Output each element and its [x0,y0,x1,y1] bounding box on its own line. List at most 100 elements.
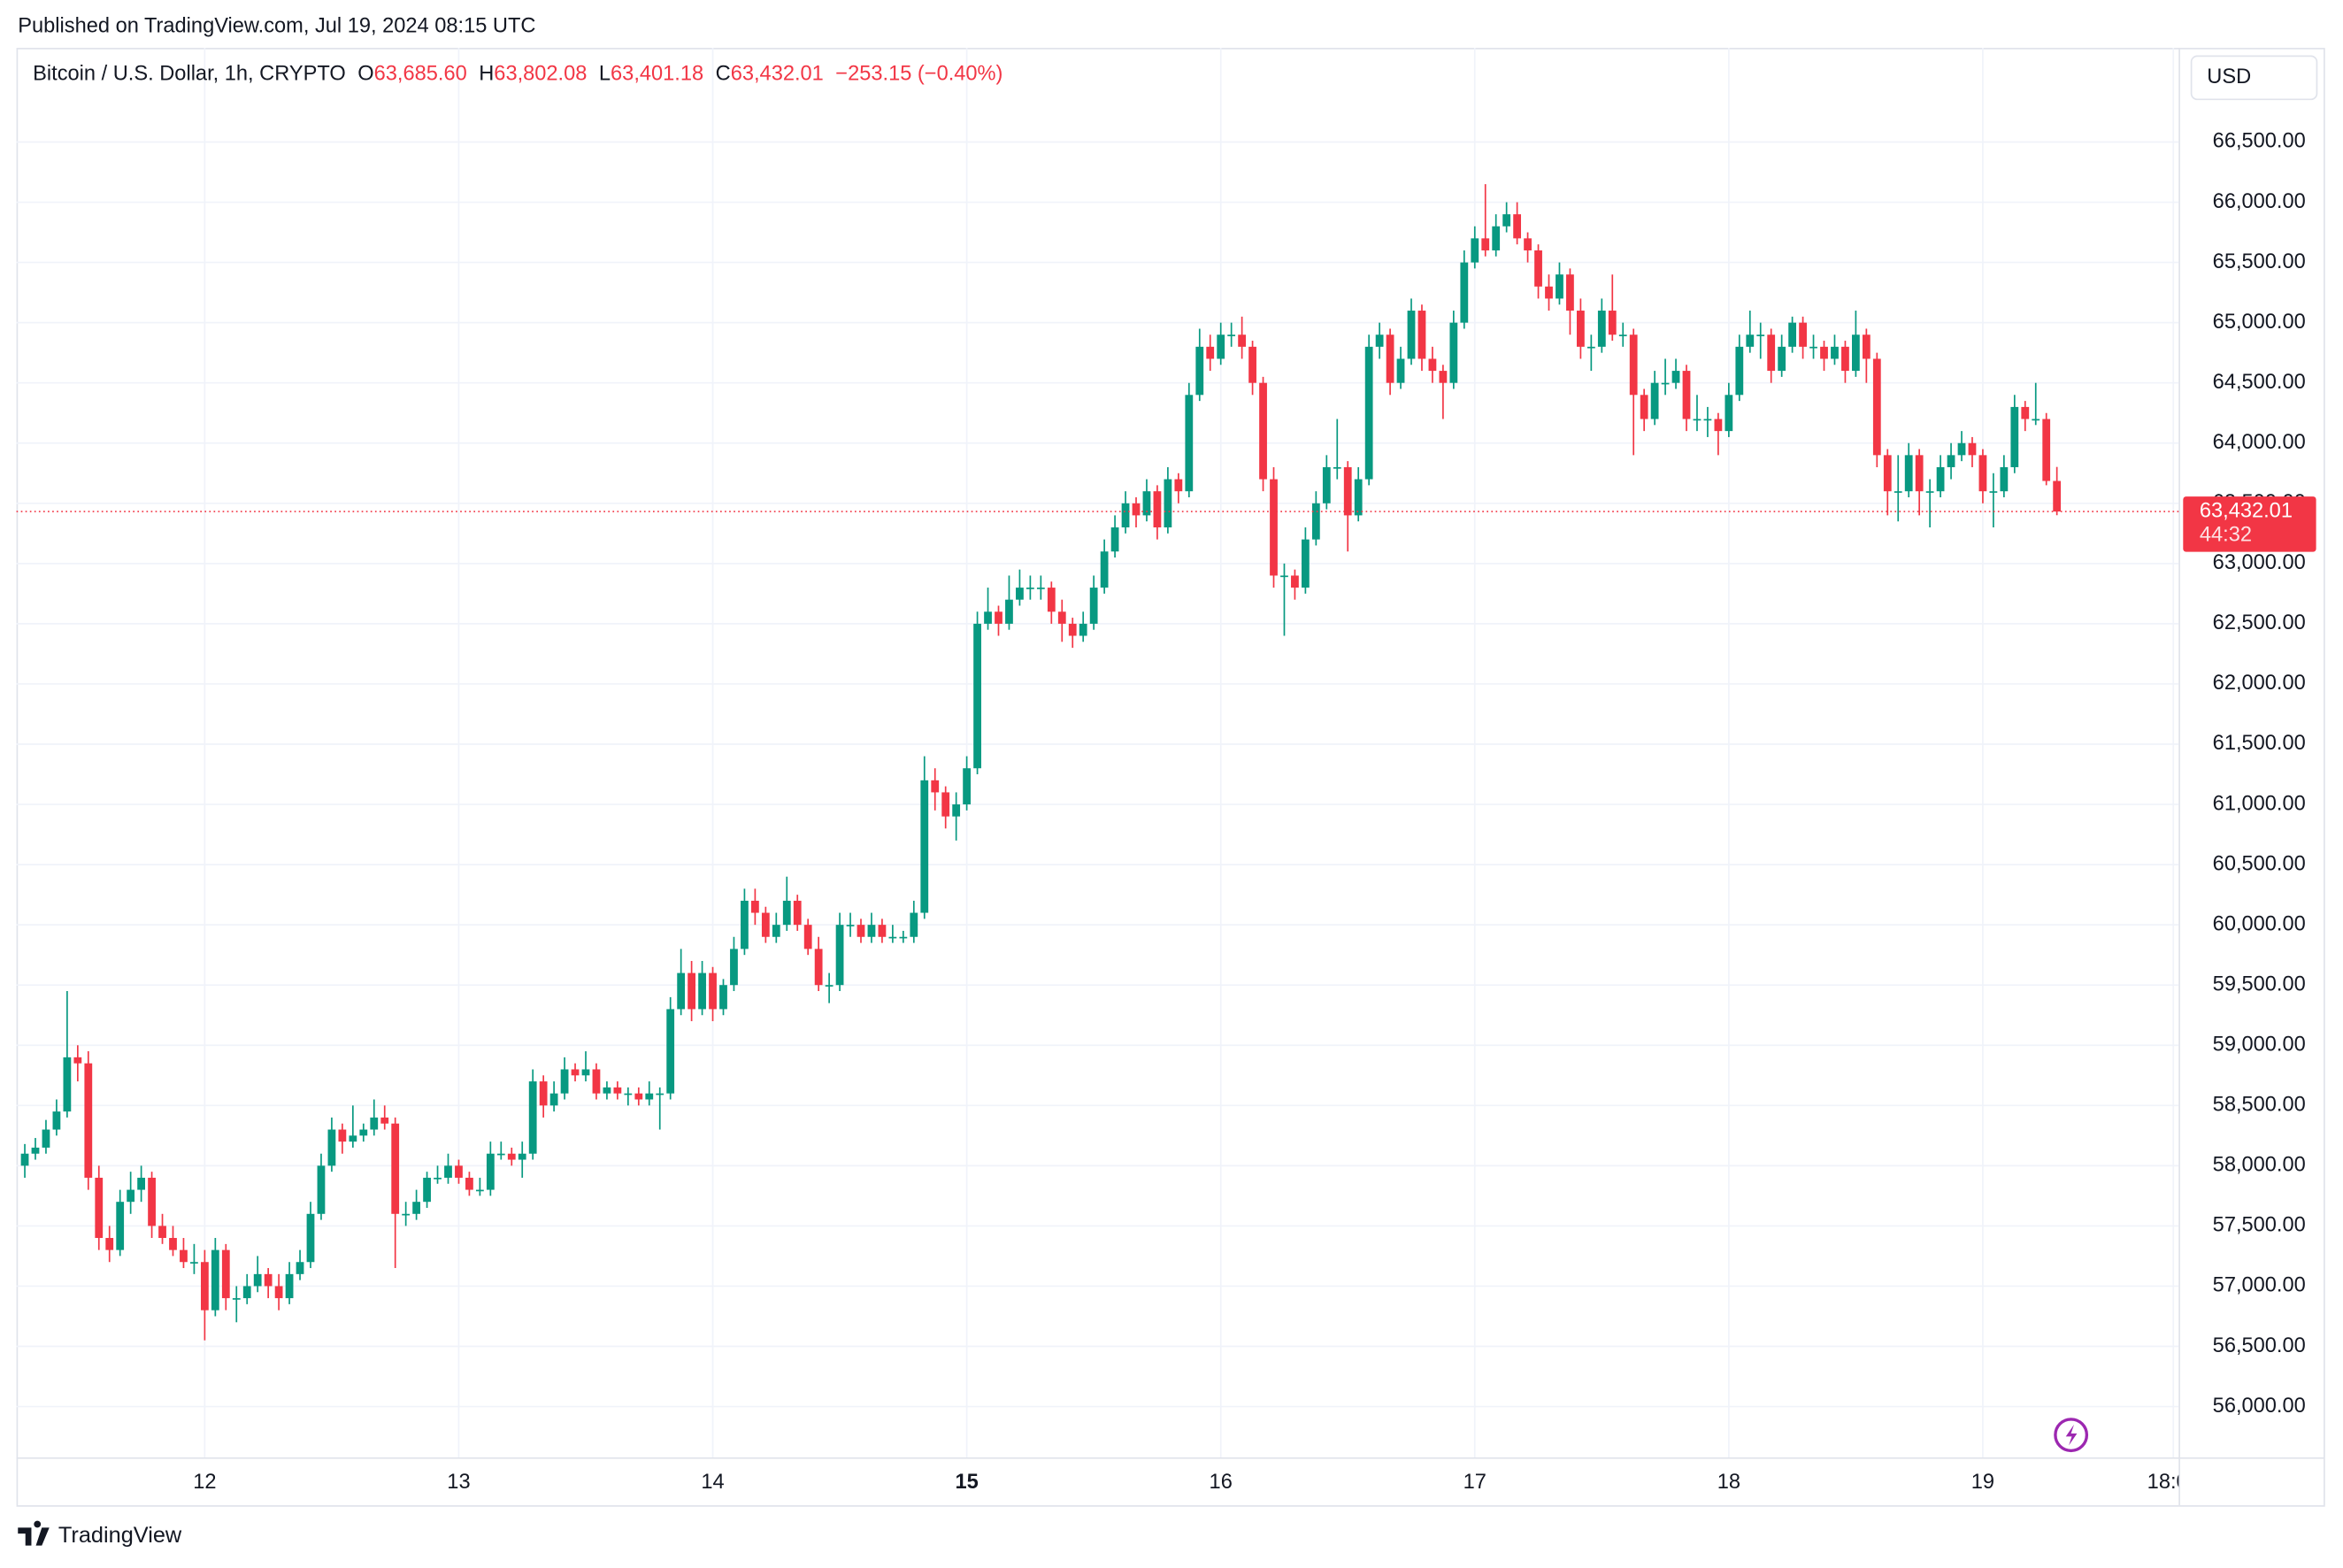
y-tick-label: 63,000.00 [2213,551,2306,574]
legend-value: 63,401.18 [611,63,703,86]
symbol: Bitcoin / U.S. Dollar, 1h, CRYPTO [33,63,346,86]
candle-body [1311,503,1320,540]
candle-body [1650,382,1659,419]
currency-button[interactable] [2190,55,2318,101]
legend-value: 63,802.08 [494,63,587,86]
candle-body [391,1123,400,1214]
candle-body [1725,395,1733,432]
candle-body [1872,358,1881,456]
candle-body [1586,346,1595,349]
candle-body [920,780,929,913]
candle-body [274,1286,283,1299]
candle-body [359,1129,368,1136]
candle-body [1005,599,1013,624]
x-tick-label: 12 [193,1471,216,1494]
candle-body [666,1009,675,1094]
candle-body [518,1153,526,1160]
candle-body [1174,479,1183,492]
candle-body [1545,286,1553,299]
candle-body [1862,334,1871,359]
candle-body [1618,334,1627,336]
candles [16,184,2179,1341]
candle-body [867,925,876,937]
replay-icon[interactable] [2054,1418,2089,1453]
legend-change: −253.15 (−0.40%) [835,63,1002,86]
candle-body [349,1135,357,1142]
candle-body [1799,322,1807,347]
candle-body [200,1262,209,1311]
x-tick-label: 19 [1971,1471,1994,1494]
candle-body [507,1153,516,1160]
candle-body [1746,334,1755,347]
candle-body [1217,334,1225,359]
candle-body [20,1153,29,1166]
candle-body [656,1093,664,1095]
candle-body [1016,588,1024,600]
y-tick-label: 66,000.00 [2213,190,2306,213]
candle-body [1820,346,1828,359]
candle-body [941,792,950,817]
candle-body [963,768,972,805]
candle-body [1597,311,1606,347]
candle-body [1026,588,1034,589]
candle-body [1428,358,1437,372]
candle-body [1280,575,1288,578]
y-tick-label: 57,500.00 [2213,1214,2306,1237]
candle-body [1492,226,1501,250]
legend-key: H [479,63,494,86]
candle-body [475,1189,484,1192]
legend: Bitcoin / U.S. Dollar, 1h, CRYPTO O63,685… [33,63,1002,86]
candle-body [1989,491,1998,493]
candle-body [221,1249,230,1299]
candle-body [116,1202,125,1250]
candle-body [1629,334,1638,396]
candle-body [338,1129,347,1142]
candle-body [84,1063,93,1178]
y-tick-label: 56,500.00 [2213,1334,2306,1357]
candle-body [803,925,812,949]
last-price-label: 63,432.01 [2200,499,2293,522]
candle-body [1831,346,1839,359]
candle-body [539,1081,548,1106]
candle-body [782,900,791,926]
candle-body [857,925,865,937]
candle-body [1576,311,1585,347]
candle-body [73,1057,82,1064]
candle-body [402,1213,411,1216]
candle-body [1693,419,1702,421]
x-tick-label: 14 [701,1471,724,1494]
candle-body [1291,575,1299,588]
candle-body [1925,491,1934,493]
y-tick-label: 65,000.00 [2213,311,2306,334]
candle-body [1936,466,1945,492]
candle-body [380,1117,389,1124]
x-tick-label: 13 [447,1471,470,1494]
candle-body [285,1273,294,1299]
candle-body [910,912,918,937]
candle-body [1947,455,1955,467]
candle-body [1460,262,1469,323]
candle-body [317,1165,326,1214]
candle-body [1767,334,1776,372]
candle-body [63,1057,72,1112]
candle-body [1153,491,1162,528]
candle-body [1968,442,1977,456]
candle-body [973,623,981,769]
candle-body [1894,491,1902,493]
currency[interactable]: USD [2207,65,2251,88]
candle-body [899,936,908,939]
y-tick-label: 57,000.00 [2213,1274,2306,1297]
candle-body [370,1117,379,1130]
candle-body [1556,274,1563,299]
legend-key: L [599,63,611,86]
candle-body [571,1069,580,1076]
candle-body [549,1093,558,1106]
candle-body [1756,334,1765,336]
candle-body [888,936,897,939]
last-price-box [2183,496,2316,552]
countdown-label: 44:32 [2200,523,2252,546]
y-tick-label: 58,000.00 [2213,1154,2306,1177]
